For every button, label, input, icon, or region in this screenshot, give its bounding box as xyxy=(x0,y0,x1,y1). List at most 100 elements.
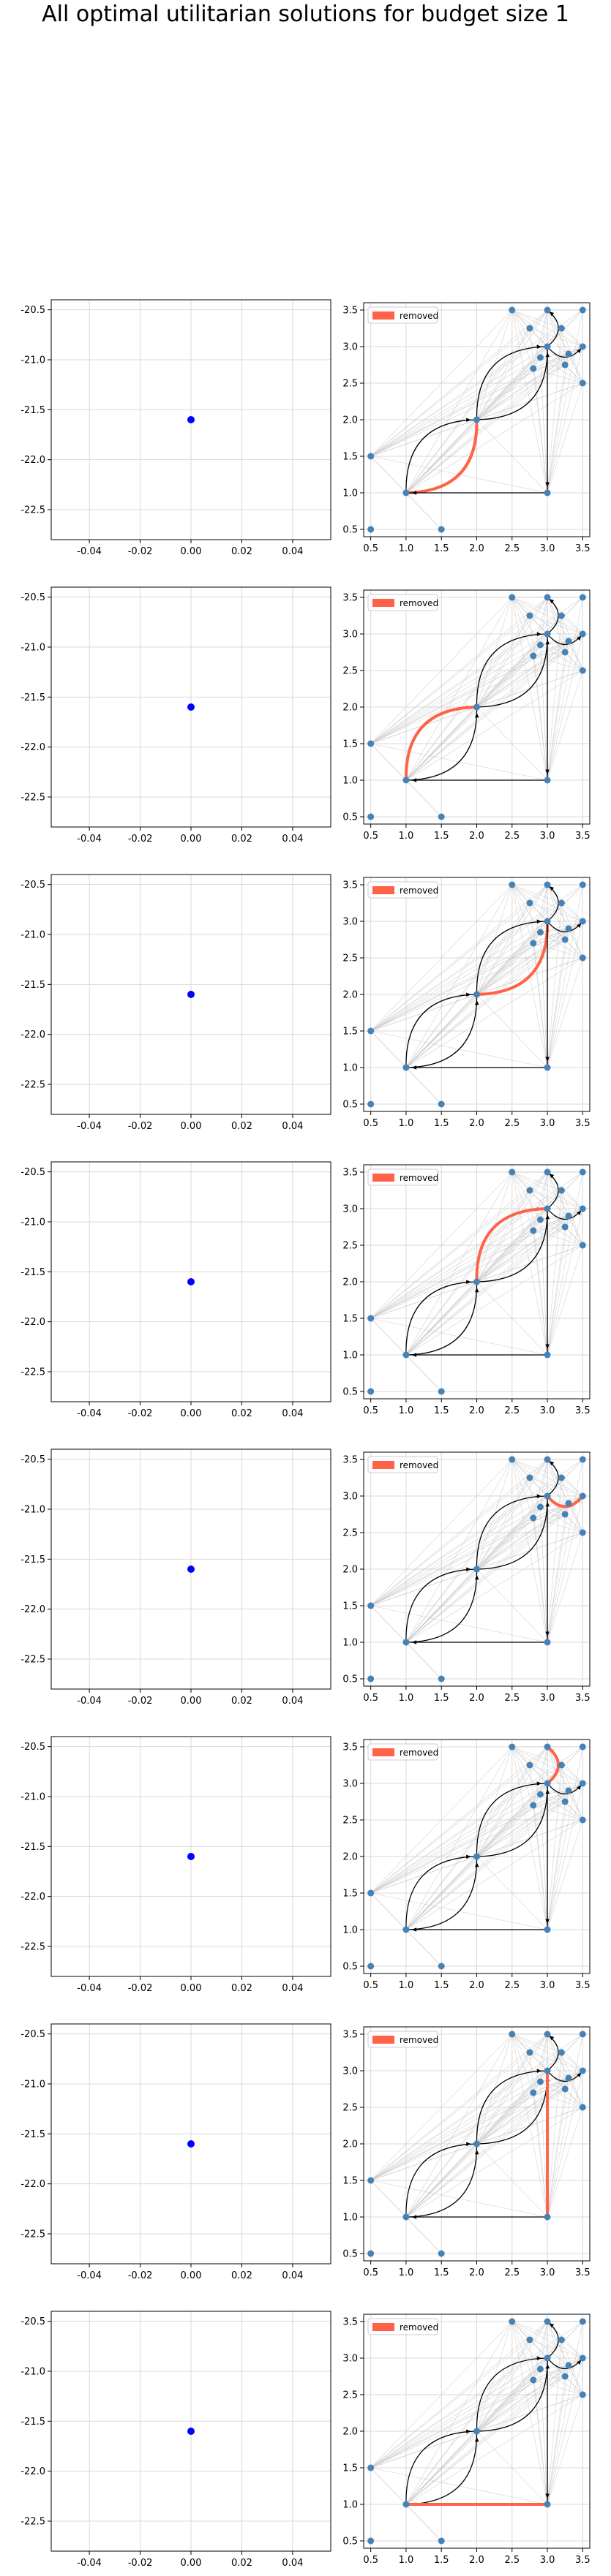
legend: removed xyxy=(367,2318,438,2335)
network-edge-arrow xyxy=(536,2356,542,2360)
scatter-ytick-label: -20.5 xyxy=(20,2316,45,2327)
network-edge-arrow xyxy=(545,1631,550,1636)
network-faint-edge xyxy=(511,2321,541,2370)
network-faint-edge xyxy=(405,902,562,1068)
network-node xyxy=(544,1205,551,1212)
network-faint-edge xyxy=(547,309,562,329)
network-node xyxy=(558,2336,565,2343)
network-faint-edge xyxy=(540,884,548,933)
network-faint-edge xyxy=(547,939,566,1068)
network-faint-edge xyxy=(540,641,569,646)
network-faint-edge xyxy=(476,943,534,995)
network-edge-arrow xyxy=(577,923,582,929)
network-faint-edge xyxy=(547,1532,583,1643)
network-faint-edge xyxy=(405,2504,442,2542)
network-node xyxy=(565,1212,572,1220)
network-node xyxy=(544,777,551,784)
legend-swatch xyxy=(372,1748,394,1756)
network-edge-arrow xyxy=(475,712,479,718)
network-faint-edge xyxy=(533,368,583,384)
network-ytick-label: 0.5 xyxy=(342,1387,358,1398)
network-node xyxy=(544,918,551,925)
network-node xyxy=(579,667,586,674)
network-faint-edge xyxy=(533,651,566,657)
network-faint-edge xyxy=(533,364,566,369)
network-edge-arrow xyxy=(411,1640,417,1644)
network-faint-edge xyxy=(533,1801,566,1806)
scatter-xtick-label: 0.02 xyxy=(231,1408,252,1419)
scatter-ytick-label: -22.5 xyxy=(20,1080,45,1091)
network-faint-edge xyxy=(476,2430,548,2505)
network-faint-edge xyxy=(370,597,513,744)
network-faint-edge xyxy=(540,357,548,494)
network-faint-edge xyxy=(370,328,562,457)
network-node xyxy=(536,354,544,361)
network-node xyxy=(402,2213,410,2221)
network-ytick-label: 1.0 xyxy=(342,1638,358,1649)
network-faint-edge xyxy=(405,2033,513,2218)
network-edge xyxy=(405,994,477,1068)
scatter-point xyxy=(187,2428,195,2435)
scatter-ytick-label: -21.5 xyxy=(20,2417,45,2428)
network-xtick-label: 1.0 xyxy=(399,1693,414,1704)
network-faint-edge xyxy=(540,1506,566,1515)
network-faint-edge xyxy=(533,2376,566,2381)
network-edge-arrow xyxy=(545,1057,550,1062)
network-node xyxy=(561,2085,569,2093)
network-node xyxy=(565,2362,572,2369)
network-node xyxy=(579,2318,586,2325)
network-xtick-label: 2.0 xyxy=(469,1405,484,1416)
network-node xyxy=(367,1675,375,1682)
network-edge-arrow xyxy=(475,2149,479,2155)
network-faint-edge xyxy=(547,1244,583,1356)
network-node xyxy=(526,899,533,907)
network-xtick-label: 1.5 xyxy=(434,543,449,554)
removed-edge xyxy=(475,1207,548,1283)
solution-row: -0.04 -0.02 0.00 0.02 0.04 -20.5 -21.0 -21.5 -22… xyxy=(20,299,591,557)
network-xtick-label: 2.5 xyxy=(504,1693,520,1704)
network-faint-edge xyxy=(476,615,531,708)
network-node xyxy=(367,1889,375,1897)
network-node xyxy=(544,1780,551,1787)
network-faint-edge xyxy=(370,884,548,1032)
network-faint-edge xyxy=(405,1230,534,1356)
scatter-xtick-label: 0.04 xyxy=(282,546,303,557)
network-faint-edge xyxy=(511,309,583,347)
scatter-xtick-label: -0.04 xyxy=(77,1983,102,1994)
network-faint-edge xyxy=(476,2339,531,2432)
network-edge-arrow xyxy=(536,344,542,349)
network-node xyxy=(544,630,551,638)
network-ytick-label: 0.5 xyxy=(342,2537,358,2547)
network-faint-edge xyxy=(370,2321,548,2469)
network-faint-edge xyxy=(476,1506,541,1570)
network-node xyxy=(530,1227,537,1234)
network-node xyxy=(473,1278,480,1285)
solution-row: -0.04 -0.02 0.00 0.02 0.04 -20.5 -21.0 -21.5 -22… xyxy=(20,586,591,845)
network-faint-edge xyxy=(405,644,541,781)
network-node xyxy=(561,1511,569,1518)
network-faint-edge xyxy=(476,928,569,995)
network-faint-edge xyxy=(547,2376,566,2505)
network-faint-edge xyxy=(405,1219,541,1356)
network-faint-edge xyxy=(476,1783,583,1857)
network-node xyxy=(579,954,586,962)
network-edge-arrow xyxy=(475,1862,479,1867)
network-faint-edge xyxy=(476,1281,548,1356)
figure-title: All optimal utilitarian solutions for bu… xyxy=(42,1,569,27)
network-faint-edge xyxy=(529,1190,583,1209)
network-xtick-label: 1.5 xyxy=(434,2267,449,2278)
network-faint-edge xyxy=(370,1215,569,1319)
network-faint-edge xyxy=(476,1514,566,1570)
scatter-ytick-label: -22.5 xyxy=(20,2229,45,2240)
network-ytick-label: 2.0 xyxy=(342,703,358,714)
network-node xyxy=(536,1791,544,1798)
network-faint-edge xyxy=(564,1226,583,1246)
network-node xyxy=(536,641,544,649)
legend-label: removed xyxy=(400,1173,438,1183)
removed-edge-arrow xyxy=(475,425,479,431)
network-faint-edge xyxy=(533,928,569,944)
network-xtick-label: 2.5 xyxy=(504,831,520,842)
network-faint-edge xyxy=(405,1805,534,1930)
network-faint-edge xyxy=(511,309,534,369)
network-edge-arrow xyxy=(536,919,542,923)
